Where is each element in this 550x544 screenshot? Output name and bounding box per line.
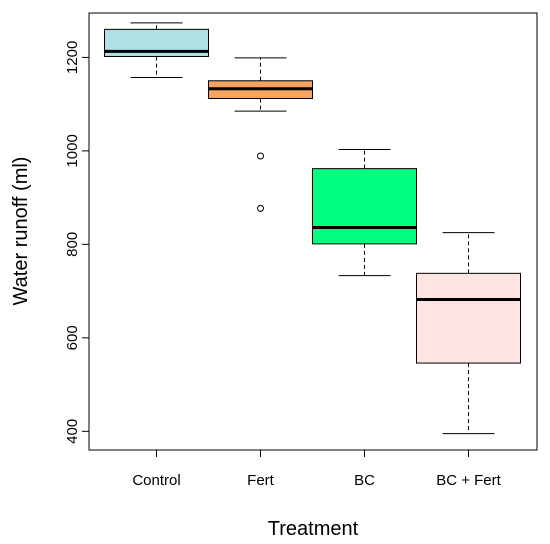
box-fert xyxy=(208,57,313,212)
x-tick-label: BC + Fert xyxy=(436,472,501,489)
box-bc-fert xyxy=(416,232,521,435)
y-tick-label: 800 xyxy=(64,232,81,257)
box-iqr xyxy=(312,168,417,245)
y-tick-label: 600 xyxy=(64,325,81,350)
outlier-point xyxy=(257,204,264,212)
x-tick-label: BC xyxy=(354,472,375,489)
box-series xyxy=(104,22,521,435)
x-tick-label: Fert xyxy=(247,472,275,489)
y-axis: 400 600 800 1000 1200 xyxy=(64,41,89,444)
y-tick-label: 1000 xyxy=(64,134,81,167)
y-tick-label: 1200 xyxy=(64,41,81,74)
x-axis-title: Treatment xyxy=(268,518,359,540)
x-axis: Control Fert BC BC + Fert xyxy=(132,450,502,489)
x-tick-label: Control xyxy=(132,472,180,489)
outlier-point xyxy=(257,152,264,160)
y-axis-title: Water runoff (ml) xyxy=(10,157,32,306)
box-iqr xyxy=(416,272,521,364)
box-control xyxy=(104,22,209,78)
y-tick-label: 400 xyxy=(64,419,81,444)
plot-frame xyxy=(88,12,538,451)
box-bc xyxy=(312,148,417,277)
